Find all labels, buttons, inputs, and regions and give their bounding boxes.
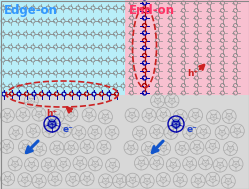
Circle shape — [48, 120, 57, 128]
Text: e⁻: e⁻ — [187, 125, 198, 134]
Text: e⁻: e⁻ — [63, 125, 74, 134]
Text: h⁺: h⁺ — [46, 108, 58, 118]
Bar — [0, 0, 124, 95]
Circle shape — [172, 120, 180, 128]
Bar — [124, 95, 249, 189]
Text: h⁺: h⁺ — [187, 70, 198, 78]
Text: Edge-on: Edge-on — [4, 4, 58, 17]
Text: End-on: End-on — [128, 4, 175, 17]
Bar — [124, 0, 249, 95]
Bar — [0, 95, 124, 189]
